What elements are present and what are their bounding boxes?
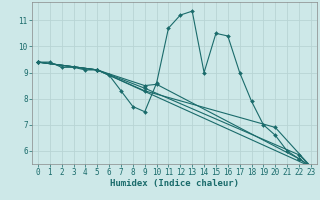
X-axis label: Humidex (Indice chaleur): Humidex (Indice chaleur) [110,179,239,188]
